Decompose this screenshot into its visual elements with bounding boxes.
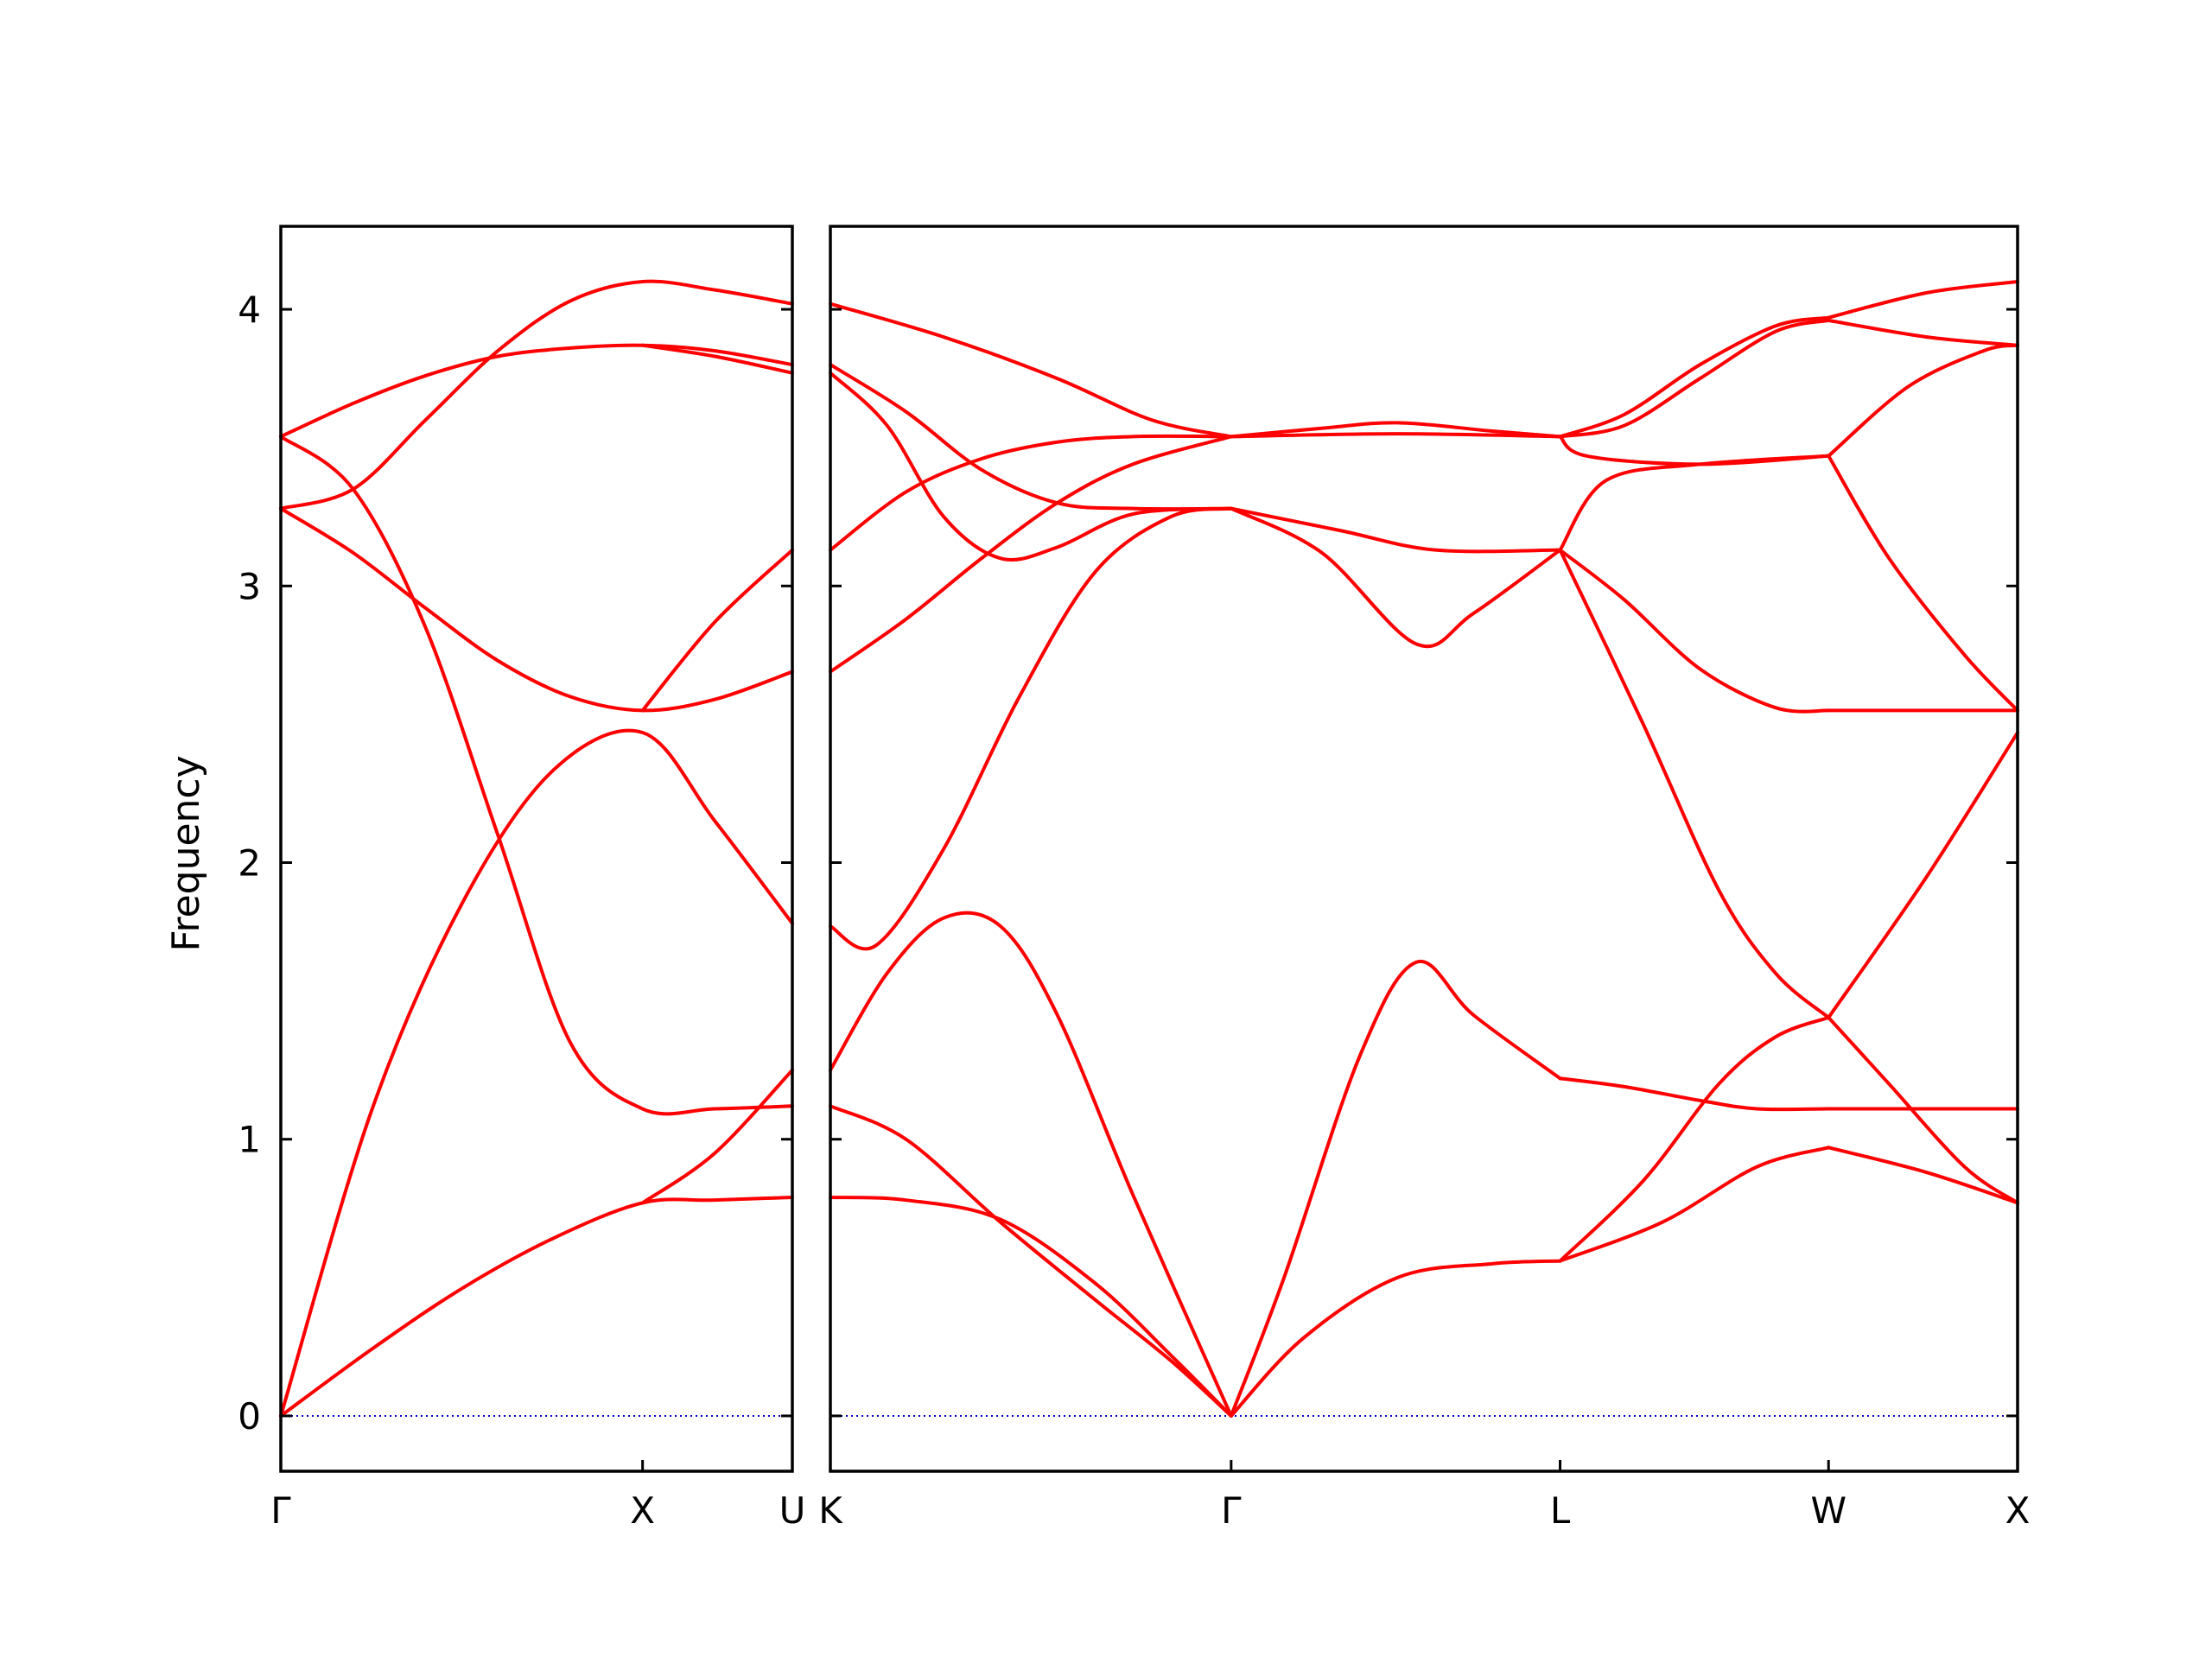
band-line-panel-1-2 xyxy=(279,728,794,1418)
band-line-panel-1-8 xyxy=(640,1068,794,1205)
panel-frame-1 xyxy=(279,225,794,1473)
band-line-panel-2-2 xyxy=(829,1104,1233,1418)
band-line-panel-2-23 xyxy=(1827,1015,2019,1205)
band-line-panel-2-4 xyxy=(829,506,1233,951)
band-line-panel-2-29 xyxy=(1827,343,2019,458)
x-tick-label-panel-2-3: W xyxy=(1810,1489,1847,1532)
band-line-panel-2-21 xyxy=(1827,731,2019,1019)
band-line-panel-2-32 xyxy=(1558,315,1831,439)
y-axis-title: Frequency xyxy=(164,755,208,951)
x-tick-label-panel-2-1: Γ xyxy=(1221,1489,1242,1532)
band-line-panel-2-30 xyxy=(1558,318,1831,439)
band-line-panel-2-12 xyxy=(1229,506,1562,649)
band-line-panel-2-33 xyxy=(1827,280,2019,320)
panel-frame-2 xyxy=(829,225,2019,1473)
panel-frames xyxy=(279,225,2019,1473)
band-line-panel-2-8 xyxy=(829,371,1233,562)
band-lines xyxy=(279,279,2019,1418)
band-line-panel-2-15 xyxy=(1229,432,1562,439)
x-tick-label-panel-2-0: K xyxy=(818,1489,843,1532)
band-line-panel-2-31 xyxy=(1827,318,2019,347)
band-line-panel-2-13 xyxy=(1229,506,1562,554)
band-line-panel-2-9 xyxy=(829,301,1233,439)
y-tick-label-4: 4 xyxy=(238,289,261,331)
band-line-panel-2-10 xyxy=(1229,959,1562,1418)
x-tick-label-panel-2-2: L xyxy=(1550,1489,1571,1532)
band-line-panel-2-6 xyxy=(829,434,1233,552)
band-line-panel-2-14 xyxy=(1229,421,1562,439)
tick-marks xyxy=(279,308,2019,1471)
band-line-panel-2-3 xyxy=(829,911,1233,1418)
band-line-panel-2-28 xyxy=(1558,435,1831,467)
band-line-panel-1-7 xyxy=(640,548,794,713)
y-tick-label-1: 1 xyxy=(238,1119,261,1161)
band-line-panel-2-7 xyxy=(829,363,1233,511)
y-tick-label-0: 0 xyxy=(238,1395,261,1438)
band-line-panel-1-3 xyxy=(279,435,794,1116)
band-line-panel-2-18 xyxy=(1558,1146,1831,1263)
x-tick-label-panel-1-2: U xyxy=(779,1489,806,1532)
band-line-panel-1-6 xyxy=(279,343,794,439)
x-tick-label-panel-1-1: X xyxy=(630,1489,655,1532)
band-line-panel-2-16 xyxy=(1558,1076,1831,1112)
band-line-panel-1-4 xyxy=(279,506,794,713)
band-line-panel-2-11 xyxy=(1229,1259,1562,1418)
x-tick-label-panel-2-4: X xyxy=(2005,1489,2031,1532)
band-line-panel-2-24 xyxy=(1558,548,1831,714)
y-tick-label-3: 3 xyxy=(238,565,261,607)
band-line-panel-1-5 xyxy=(279,279,794,511)
tick-labels: Γ X U K Γ L W X 0 1 2 3 4 xyxy=(238,289,2030,1532)
band-line-panel-2-1 xyxy=(829,1195,1233,1418)
band-line-panel-2-19 xyxy=(1827,1146,2019,1205)
band-line-panel-2-20 xyxy=(1558,1015,1831,1263)
band-line-panel-2-5 xyxy=(829,435,1233,674)
band-line-panel-2-27 xyxy=(1827,454,2019,713)
band-line-panel-2-22 xyxy=(1558,548,1831,1019)
y-tick-label-2: 2 xyxy=(238,842,261,885)
x-tick-label-panel-1-0: Γ xyxy=(270,1489,291,1532)
band-line-panel-1-9 xyxy=(640,343,794,375)
band-line-panel-1-1 xyxy=(279,1195,794,1418)
